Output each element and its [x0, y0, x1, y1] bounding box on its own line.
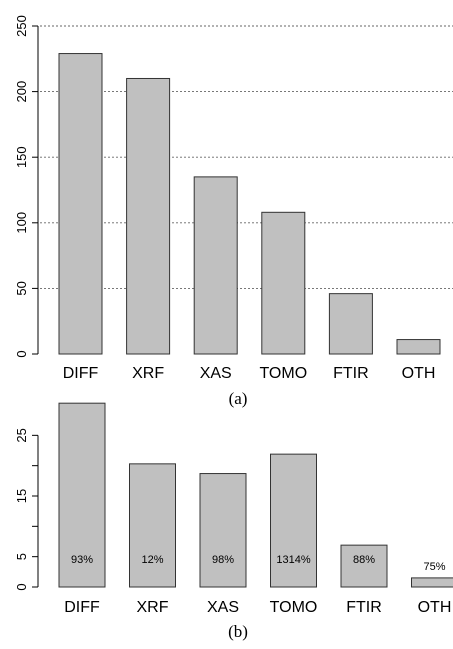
y-tick-label: 250	[14, 15, 29, 37]
y-tick-label: 25	[14, 428, 29, 442]
panel-a-chart: 0 50 100 150 200 250 DIFF XRF XAS TOMO FTIR OTH (a)	[14, 15, 453, 408]
category-label: DIFF	[64, 599, 100, 616]
y-tick-label: 0	[14, 583, 29, 590]
category-label: XRF	[137, 599, 169, 616]
category-label: FTIR	[346, 599, 382, 616]
category-label: XAS	[207, 599, 239, 616]
bar-percent-label: 93%	[71, 554, 93, 566]
y-tick-label: 150	[14, 146, 29, 168]
bar-tomo	[270, 453, 317, 588]
category-label: OTH	[418, 599, 452, 616]
bar-percent-label: 98%	[212, 554, 234, 566]
category-label: TOMO	[270, 599, 318, 616]
y-tick-label: 100	[14, 212, 29, 234]
y-tick-label: 200	[14, 81, 29, 103]
y-tick-label: 0	[14, 350, 29, 357]
panel-label: (a)	[229, 389, 248, 408]
category-label: TOMO	[259, 365, 307, 382]
category-label: XAS	[200, 365, 232, 382]
panel-b-chart: 0 5 15 25 DIFF 93% XRF 12% XAS 98% TOMO 1314% FTIR 88…	[14, 402, 453, 641]
category-label: OTH	[402, 365, 436, 382]
bar-ftir	[340, 544, 388, 588]
y-tick-label: 15	[14, 489, 29, 503]
bar-xrf	[126, 77, 171, 355]
bar-percent-label: 88%	[353, 554, 375, 566]
bar-xas	[193, 176, 238, 355]
category-label: FTIR	[333, 365, 369, 382]
bar-diff	[58, 53, 103, 355]
y-tick-label: 5	[14, 553, 29, 560]
panel-label: (b)	[228, 622, 248, 641]
bar-oth	[396, 339, 441, 355]
bar-xrf	[129, 463, 176, 588]
bar-ftir	[328, 293, 373, 355]
bar-percent-label: 75%	[423, 561, 445, 573]
category-label: DIFF	[63, 365, 99, 382]
bar-percent-label: 12%	[141, 554, 163, 566]
bar-oth	[411, 577, 453, 588]
bar-tomo	[261, 211, 306, 355]
category-label: XRF	[132, 365, 164, 382]
bar-percent-label: 1314%	[276, 554, 310, 566]
y-tick-label: 50	[14, 281, 29, 295]
bar-xas	[199, 473, 247, 588]
bar-diff	[58, 402, 106, 588]
